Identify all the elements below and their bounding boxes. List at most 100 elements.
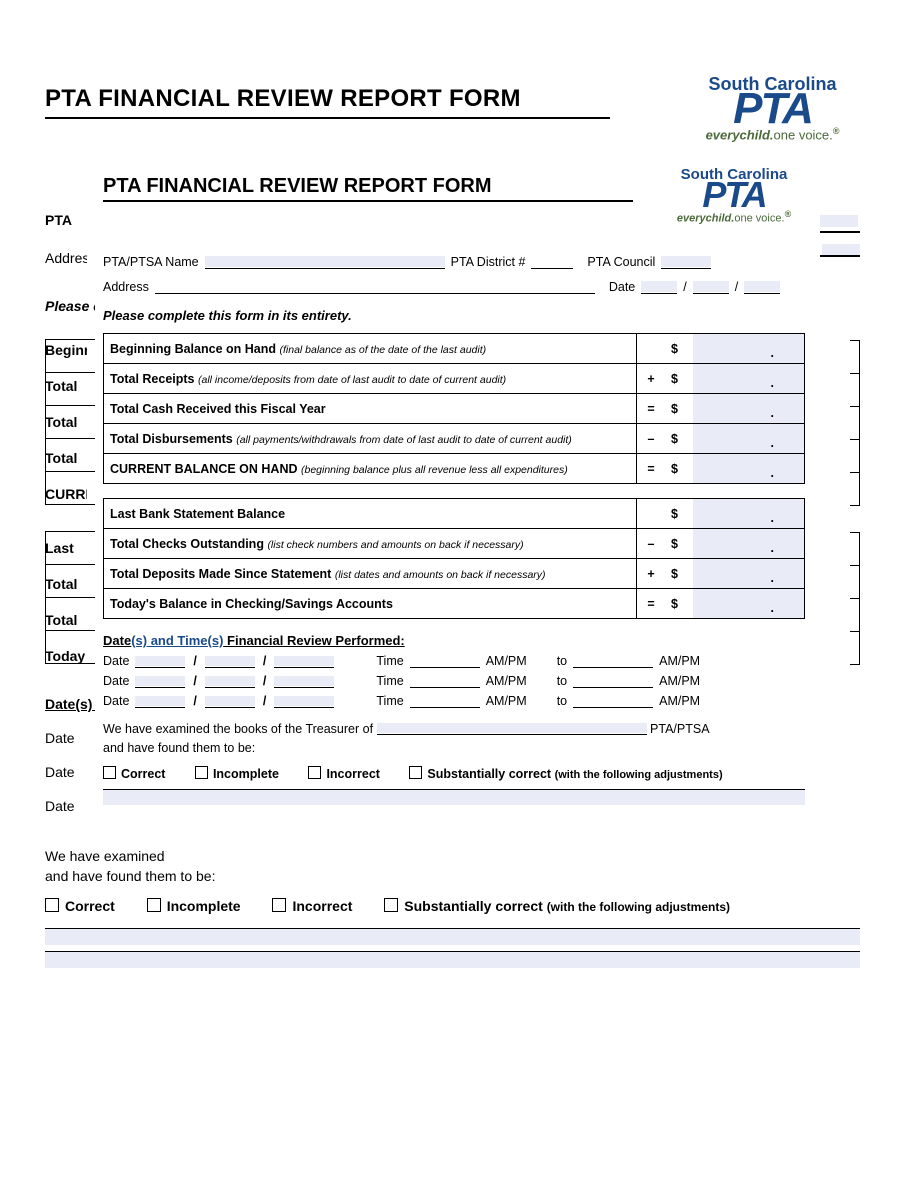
fin-amt[interactable]: . [693, 394, 805, 424]
back-ck-fine: (with the following adjustments) [547, 900, 730, 914]
dt-date-a[interactable] [135, 674, 185, 688]
dt-date-c[interactable] [274, 674, 334, 688]
dt-date-lbl: Date [103, 694, 129, 708]
dt-date-b[interactable] [205, 694, 255, 708]
dt-date-b[interactable] [205, 674, 255, 688]
fin-desc: Total Deposits Made Since Statement (lis… [104, 559, 637, 589]
fin-desc: CURRENT BALANCE ON HAND (beginning balan… [104, 454, 637, 484]
back-table-left-2 [45, 531, 96, 664]
fin-cur: $ [665, 529, 693, 559]
fin-desc: Last Bank Statement Balance [104, 499, 637, 529]
ck-incorrect[interactable]: Incorrect [308, 767, 380, 781]
ck-incomplete[interactable]: Incomplete [195, 767, 279, 781]
logo-reg: ® [833, 126, 840, 136]
fin-amt[interactable]: . [693, 589, 805, 619]
fin-op [637, 334, 666, 364]
fin-amt[interactable]: . [693, 559, 805, 589]
dt-to: to [557, 694, 567, 708]
sec-post: Financial Review Performed: [223, 633, 404, 648]
dt-date-b[interactable] [205, 654, 255, 668]
back-checks: Correct Incomplete Incorrect Substantial… [45, 898, 860, 914]
fin-amt[interactable]: . [693, 454, 805, 484]
back-lbl-addr: Address [45, 242, 87, 274]
fin-amt[interactable]: . [693, 424, 805, 454]
fin-row: Total Disbursements (all payments/withdr… [104, 424, 805, 454]
ck-subst[interactable]: Substantially correct (with the followin… [409, 767, 748, 781]
back-table-edge-2 [850, 532, 860, 665]
dt-date-c[interactable] [274, 654, 334, 668]
fin-desc: Total Disbursements (all payments/withdr… [104, 424, 637, 454]
back-ck-incorrect-lbl: Incorrect [292, 898, 352, 914]
logo2-tag: everychild.one voice.® [659, 210, 809, 225]
fin-row: Last Bank Statement Balance $. [104, 499, 805, 529]
fin-op: = [637, 454, 666, 484]
back-ck-correct[interactable]: Correct [45, 898, 115, 914]
date-m[interactable] [641, 279, 677, 294]
dt-time-a[interactable] [410, 674, 480, 688]
addr-field[interactable] [155, 279, 595, 294]
front-title-rule [103, 200, 633, 202]
back-ck-correct-lbl: Correct [65, 898, 115, 914]
dt-date-c[interactable] [274, 694, 334, 708]
fin-cur: $ [665, 559, 693, 589]
fin-cur: $ [665, 454, 693, 484]
back-lbl-d1: Date [45, 722, 85, 754]
dt-time-a[interactable] [410, 654, 480, 668]
council-field[interactable] [661, 254, 711, 269]
exam-c: and have found them to be: [103, 741, 255, 755]
dt-time-a[interactable] [410, 694, 480, 708]
fin-cur: $ [665, 394, 693, 424]
dt-to: to [557, 674, 567, 688]
ck-correct-lbl: Correct [121, 767, 165, 781]
fin-desc: Total Receipts (all income/deposits from… [104, 364, 637, 394]
ck-correct[interactable]: Correct [103, 767, 165, 781]
fin-desc: Total Checks Outstanding (list check num… [104, 529, 637, 559]
date-y[interactable] [744, 279, 780, 294]
back-title-rule [45, 117, 610, 119]
back-emptybar-1 [45, 928, 860, 945]
dt-time-b[interactable] [573, 694, 653, 708]
sec-s2: (s) [208, 633, 224, 648]
fin-row: Total Checks Outstanding (list check num… [104, 529, 805, 559]
sec-mid: and Time [147, 633, 207, 648]
front-checks: Correct Incomplete Incorrect Substantial… [103, 766, 805, 781]
fin-table-1: Beginning Balance on Hand (final balance… [103, 333, 805, 484]
logo-tag: everychild.one voice.® [685, 127, 860, 141]
fin-cur: $ [665, 589, 693, 619]
dt-date-a[interactable] [135, 654, 185, 668]
meta-row-2: Address Date / / [103, 279, 805, 294]
back-ck-subst[interactable]: Substantially correct (with the followin… [384, 898, 758, 914]
fin-amt[interactable]: . [693, 334, 805, 364]
fin-op: – [637, 424, 666, 454]
fin-cur: $ [665, 424, 693, 454]
datetime-row: Date//TimeAM/PMtoAM/PM [103, 694, 805, 708]
dt-ampm1: AM/PM [486, 674, 527, 688]
district-field[interactable] [531, 254, 573, 269]
dt-time-lbl: Time [376, 694, 403, 708]
logo-large: South Carolina PTA everychild.one voice.… [685, 75, 860, 141]
date-d[interactable] [693, 279, 729, 294]
front-emptybar [103, 789, 805, 805]
fin-op: + [637, 364, 666, 394]
fin-table-2: Last Bank Statement Balance $. Total Check… [103, 498, 805, 619]
meta-row-1: PTA/PTSA Name PTA District # PTA Council [103, 254, 805, 269]
name-field[interactable] [205, 254, 445, 269]
fin-amt[interactable]: . [693, 529, 805, 559]
dt-date-a[interactable] [135, 694, 185, 708]
review-dates-label: Date(s) and Time(s) Financial Review Per… [103, 633, 805, 648]
fin-row: Total Cash Received this Fiscal Year=$. [104, 394, 805, 424]
fin-amt[interactable]: . [693, 364, 805, 394]
back-emptybar-2 [45, 951, 860, 968]
ck-incorrect-lbl: Incorrect [326, 767, 380, 781]
back-right-frag [820, 215, 860, 257]
examined-text: We have examined the books of the Treasu… [103, 720, 805, 758]
back-ck-incorrect[interactable]: Incorrect [272, 898, 352, 914]
fin-cur: $ [665, 499, 693, 529]
dt-time-b[interactable] [573, 674, 653, 688]
dt-time-b[interactable] [573, 654, 653, 668]
logo-tag-b: one voice. [774, 127, 833, 142]
front-meta: PTA/PTSA Name PTA District # PTA Council… [103, 254, 805, 294]
fin-amt[interactable]: . [693, 499, 805, 529]
treasurer-field[interactable] [377, 721, 647, 735]
back-ck-incomplete[interactable]: Incomplete [147, 898, 241, 914]
